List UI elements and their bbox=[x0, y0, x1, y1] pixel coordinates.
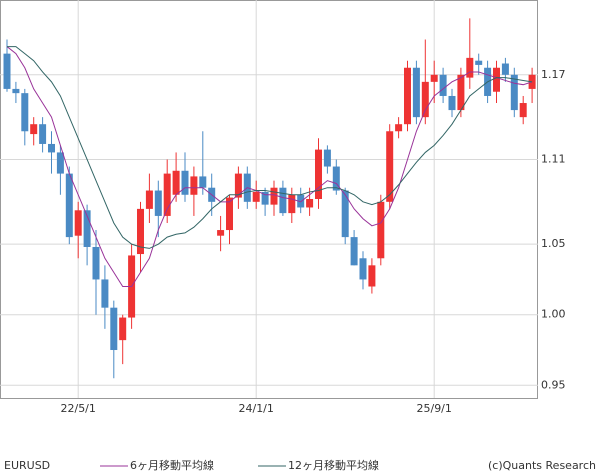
candle-body bbox=[341, 190, 349, 238]
y-tick-label: 0.95 bbox=[541, 378, 566, 391]
candle-body bbox=[412, 67, 420, 118]
candle-body bbox=[199, 176, 207, 188]
candle-body bbox=[65, 173, 73, 238]
credit: (c)Quants Research bbox=[488, 459, 596, 472]
candle-body bbox=[315, 149, 322, 199]
candle-body bbox=[110, 307, 118, 351]
candle-body bbox=[306, 199, 314, 208]
candle-body bbox=[350, 237, 358, 266]
candle-body bbox=[368, 265, 376, 287]
candle-body bbox=[145, 190, 153, 209]
ma-line bbox=[6, 46, 533, 288]
candle-body bbox=[217, 230, 225, 236]
candle-body bbox=[288, 194, 296, 214]
candle-body bbox=[190, 176, 198, 195]
candle-body bbox=[519, 103, 527, 118]
candle-body bbox=[475, 60, 483, 65]
candle-body bbox=[39, 124, 47, 144]
candle-body bbox=[172, 170, 180, 195]
candle-body bbox=[261, 191, 269, 205]
x-tick-label: 24/1/1 bbox=[238, 402, 273, 415]
candle-body bbox=[56, 152, 64, 174]
candle-body bbox=[439, 74, 447, 96]
candle-body bbox=[270, 187, 278, 205]
candle-body bbox=[457, 74, 465, 111]
candle-body bbox=[332, 166, 340, 191]
candle-body bbox=[395, 124, 403, 132]
candle-body bbox=[323, 149, 331, 167]
candle-body bbox=[181, 170, 189, 195]
y-tick-label: 1.05 bbox=[541, 237, 566, 250]
candle-body bbox=[466, 57, 474, 78]
legend-label: 12ヶ月移動平均線 bbox=[288, 458, 379, 472]
candle-body bbox=[101, 279, 109, 308]
candle-body bbox=[83, 210, 91, 247]
x-tick-label: 22/5/1 bbox=[60, 402, 95, 415]
candle-body bbox=[21, 93, 29, 132]
candle-body bbox=[386, 131, 394, 202]
candle-body bbox=[493, 67, 500, 92]
candle-body bbox=[48, 143, 55, 153]
candle-body bbox=[3, 53, 11, 89]
ma-line bbox=[7, 46, 533, 249]
candle-body bbox=[359, 258, 367, 280]
candle-body bbox=[154, 190, 162, 216]
candle-body bbox=[234, 173, 242, 198]
candle-body bbox=[252, 191, 260, 202]
candle-body bbox=[510, 74, 518, 111]
candle-body bbox=[163, 173, 171, 216]
candle-body bbox=[12, 88, 20, 94]
candle-body bbox=[30, 124, 38, 135]
plot-frame bbox=[0, 0, 538, 399]
y-tick-label: 1.17 bbox=[541, 68, 566, 81]
legend-label: 6ヶ月移動平均線 bbox=[130, 458, 214, 472]
candle-body bbox=[92, 246, 100, 280]
candle-body bbox=[404, 67, 411, 125]
candle-body bbox=[448, 95, 456, 111]
candle-body bbox=[74, 210, 82, 236]
candle-body bbox=[119, 317, 127, 341]
candle-body bbox=[279, 187, 287, 214]
candle-body bbox=[137, 208, 144, 255]
chart-title: EURUSD bbox=[4, 459, 50, 472]
candle-body bbox=[430, 74, 438, 82]
y-tick-label: 1.00 bbox=[541, 308, 566, 321]
candle-body bbox=[421, 81, 429, 118]
candle-body bbox=[501, 63, 509, 75]
candle-body bbox=[297, 194, 305, 208]
x-tick-label: 25/9/1 bbox=[416, 402, 451, 415]
y-tick-label: 1.11 bbox=[541, 152, 566, 165]
candle-body bbox=[226, 197, 233, 231]
candle-body bbox=[377, 201, 385, 259]
